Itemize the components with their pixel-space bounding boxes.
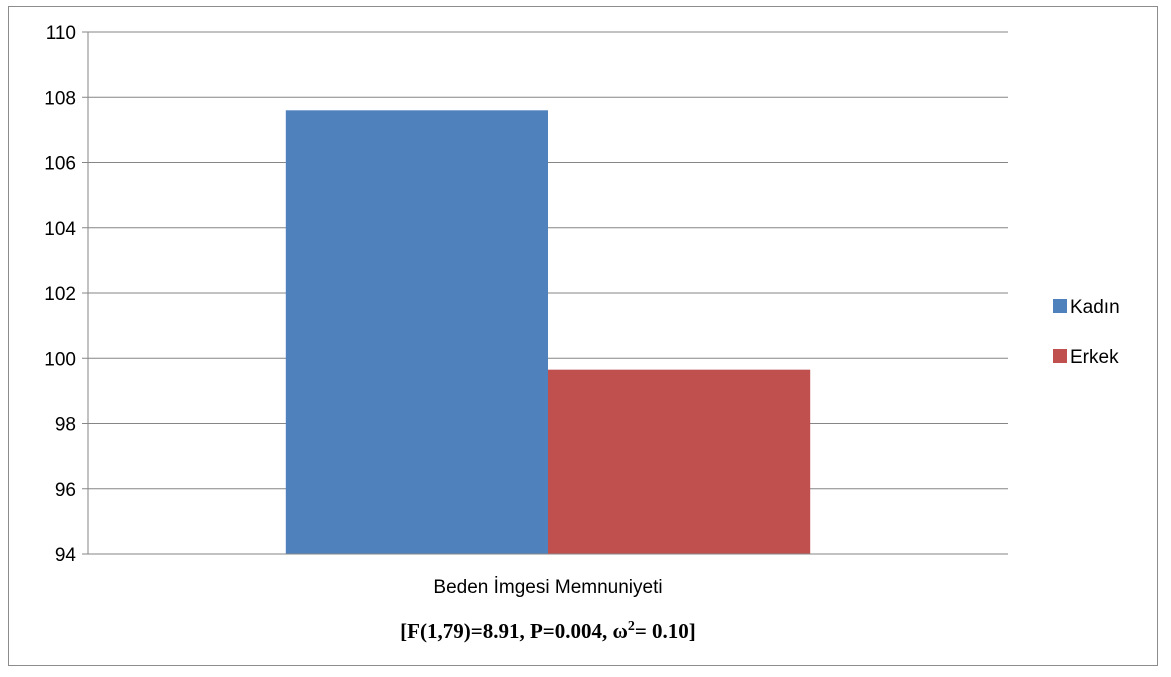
stat-annotation-main: [F(1,79)=8.91, P=0.004, ω (400, 619, 628, 643)
axes (87, 32, 1008, 555)
y-tick-label: 102 (44, 284, 76, 305)
bars (285, 110, 811, 555)
y-tick-label: 100 (44, 349, 76, 370)
legend-swatch (1053, 299, 1067, 313)
y-tick-label: 106 (44, 154, 76, 175)
legend-swatch (1053, 349, 1067, 363)
stat-annotation: [F(1,79)=8.91, P=0.004, ω2= 0.10] (400, 619, 696, 643)
y-tick-label: 94 (55, 545, 77, 566)
y-tick-label: 110 (46, 23, 76, 44)
bar-kadin (285, 110, 548, 555)
legend-label: Kadın (1070, 297, 1120, 318)
y-tick-labels: 94 96 98 100 102 104 106 108 110 (44, 23, 76, 566)
chart-frame (8, 6, 1158, 666)
stat-annotation-superscript: 2 (628, 619, 635, 634)
legend: Kadın Erkek (1053, 297, 1120, 368)
y-tick-label: 96 (55, 480, 76, 501)
y-tick-label: 108 (44, 88, 76, 109)
stat-annotation-end: = 0.10] (635, 619, 696, 643)
y-tick-label: 98 (55, 415, 76, 436)
bar-erkek (548, 369, 811, 554)
legend-label: Erkek (1070, 347, 1119, 368)
y-tick-label: 104 (44, 219, 76, 240)
x-category-label: Beden İmgesi Memnuniyeti (433, 577, 662, 598)
